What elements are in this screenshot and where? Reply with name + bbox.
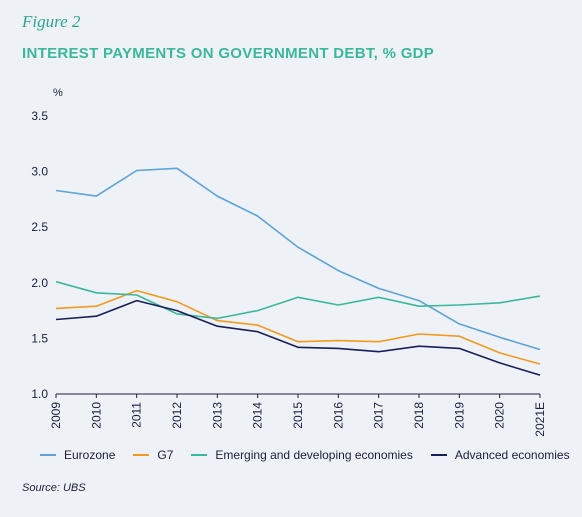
x-tick-label: 2010 bbox=[89, 402, 103, 429]
y-tick-label: 2.0 bbox=[31, 276, 48, 290]
series-line bbox=[55, 280, 541, 320]
legend-label: G7 bbox=[157, 448, 174, 462]
legend-swatch bbox=[40, 454, 56, 456]
y-axis-unit: % bbox=[53, 87, 63, 99]
y-tick-label: 2.5 bbox=[31, 220, 48, 234]
legend-item: Eurozone bbox=[40, 448, 115, 462]
legend-swatch bbox=[133, 454, 150, 456]
x-tick-label: 2009 bbox=[49, 402, 63, 429]
legend-item: Emerging and developing economies bbox=[191, 448, 413, 462]
y-tick-label: 1.0 bbox=[31, 387, 48, 401]
x-tick-label: 2020 bbox=[493, 402, 507, 429]
x-tick-label: 2014 bbox=[251, 402, 265, 429]
x-tick-label: 2021E bbox=[533, 402, 547, 437]
figure-label: Figure 2 bbox=[22, 12, 81, 31]
series-line bbox=[55, 299, 541, 376]
x-tick-label: 2018 bbox=[412, 402, 426, 429]
series-line bbox=[55, 289, 541, 365]
legend-label: Emerging and developing economies bbox=[215, 448, 413, 462]
chart-title: INTEREST PAYMENTS ON GOVERNMENT DEBT, % … bbox=[22, 45, 435, 62]
x-tick-label: 2016 bbox=[331, 402, 345, 429]
x-tick-label: 2017 bbox=[372, 402, 386, 429]
x-tick-label: 2019 bbox=[452, 402, 466, 429]
y-tick-label: 3.5 bbox=[31, 109, 48, 123]
y-tick-label: 3.0 bbox=[31, 165, 48, 179]
x-tick-label: 2015 bbox=[291, 402, 305, 429]
legend-label: Advanced economies bbox=[454, 448, 570, 462]
series-line bbox=[55, 167, 541, 351]
source-note: Source: UBS bbox=[22, 482, 86, 494]
legend-label: Eurozone bbox=[64, 448, 116, 462]
x-tick-label: 2011 bbox=[130, 402, 144, 428]
legend-item: Advanced economies bbox=[430, 448, 570, 462]
x-tick-label: 2012 bbox=[170, 402, 184, 429]
x-tick-label: 2013 bbox=[210, 402, 224, 429]
legend-swatch bbox=[430, 454, 447, 456]
legend-item: G7 bbox=[133, 448, 173, 462]
line-chart: % 1.0 1.5 2.0 2.5 3.0 3.5 2009 2010 2011 2012 2013 2… bbox=[31, 87, 547, 437]
y-tick-label: 1.5 bbox=[31, 331, 48, 345]
legend-swatch bbox=[191, 454, 208, 456]
legend: Eurozone G7 Emerging and developing econom… bbox=[40, 448, 570, 462]
